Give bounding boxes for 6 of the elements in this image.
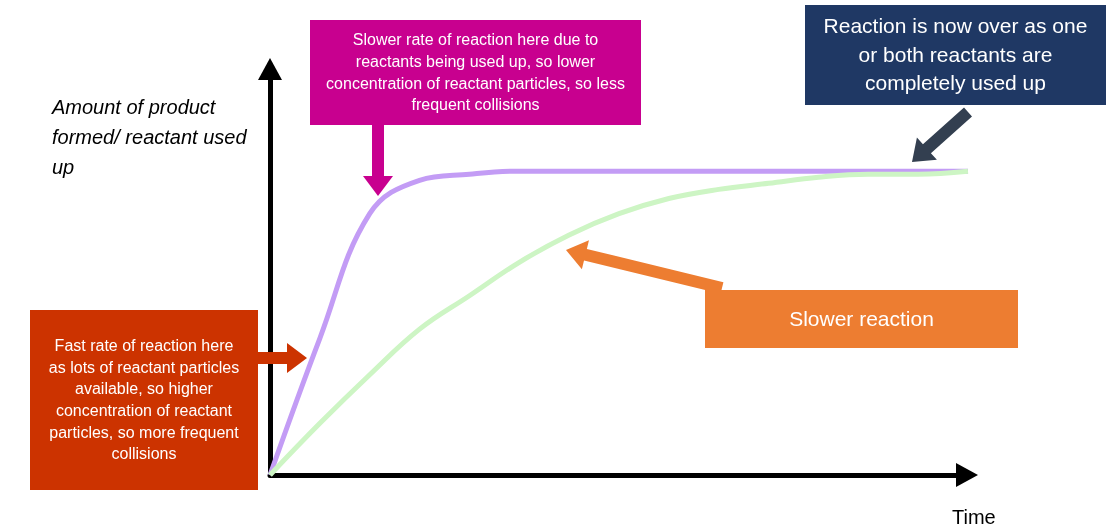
callout-box: Slower reaction — [705, 290, 1018, 348]
callout-box: Reaction is now over as one or both reactants are completely used up — [805, 5, 1106, 105]
y-axis-title: Amount of product formed/ reactant used up — [52, 95, 247, 180]
callout-box: Slower rate of reaction here due to reactants being used up, so lower concentration of reactant particles, so less frequent collisions — [310, 20, 641, 125]
x-axis-title: Time — [952, 506, 996, 529]
callout-box: Fast rate of reaction here as lots of reactant particles available, so higher concentration of reactant particles, so more frequent collisions — [30, 310, 258, 490]
